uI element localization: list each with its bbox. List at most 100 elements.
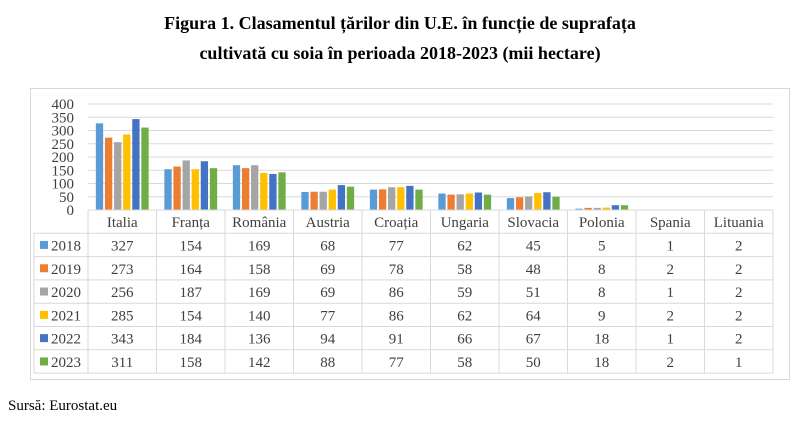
legend-label: 2018 [51,238,81,254]
data-label: 48 [526,262,541,278]
bar-2023-Ungaria [483,194,492,210]
data-label: 184 [180,332,203,348]
y-tick-label: 350 [52,110,75,126]
legend-key-2023 [40,357,48,366]
bar-2022-Polonia [611,205,620,210]
bar-2021-Austria [328,189,336,210]
data-label: 64 [526,308,542,324]
data-label: 327 [111,238,134,254]
legend-key-2018 [40,240,48,249]
y-tick-label: 100 [52,177,75,193]
legend-label: 2022 [51,332,81,348]
legend-key-2021 [40,310,48,319]
bar-2023-Italia [141,127,149,210]
category-label: Spania [650,215,691,231]
bar-2020-Croația [388,187,396,210]
category-label: Austria [306,215,351,231]
source-note: Sursă: Eurostat.eu [8,398,118,414]
category-label: Lituania [714,215,764,231]
y-tick-label: 300 [52,124,75,140]
data-label: 140 [248,308,271,324]
data-label: 2 [735,285,743,301]
data-label: 154 [180,308,203,324]
data-label: 69 [320,285,335,301]
bar-2019-Franța [173,166,181,210]
bar-2019-România [241,168,250,210]
y-tick-label: 0 [67,203,75,219]
data-label: 285 [111,308,134,324]
bar-2018-Franța [164,169,172,210]
bar-2021-Slovacia [534,193,542,210]
data-label: 78 [389,262,404,278]
bar-2018-România [232,165,241,210]
category-label: Franța [172,215,211,231]
data-label: 2 [735,238,743,254]
bar-2019-Polonia [584,207,592,210]
bar-2020-Slovacia [525,196,533,210]
bar-2020-Polonia [593,207,601,210]
data-label: 2 [735,332,743,348]
data-label: 1 [667,285,675,301]
data-label: 154 [180,238,203,254]
legend-key-2022 [40,334,48,343]
data-label: 8 [598,285,606,301]
bar-2022-Italia [132,119,140,210]
data-label: 158 [180,355,203,371]
bar-2018-Croația [369,189,378,210]
bar-2020-Austria [319,191,327,210]
data-label: 5 [598,238,606,254]
bar-2022-Austria [337,185,346,210]
data-label: 2 [667,262,675,278]
data-label: 59 [457,285,472,301]
data-label: 1 [667,332,675,348]
data-label: 1 [735,355,743,371]
category-label: Ungaria [441,215,490,231]
data-label: 1 [667,238,675,254]
bar-2021-Italia [123,134,131,210]
legend-key-2019 [40,264,48,273]
data-label: 45 [526,238,541,254]
bar-2019-Italia [104,137,113,210]
bar-2023-Slovacia [552,196,560,210]
data-label: 68 [320,238,335,254]
y-tick-label: 250 [52,137,75,153]
legend-label: 2020 [51,285,81,301]
legend-label: 2021 [51,308,81,324]
bar-2021-Ungaria [465,193,473,210]
bar-2023-Croația [415,189,423,210]
bar-2018-Slovacia [506,198,515,210]
bar-2019-Ungaria [447,194,455,210]
y-tick-label: 50 [59,190,74,206]
bar-2018-Polonia [575,208,583,210]
data-label: 2 [667,355,675,371]
data-label: 62 [457,308,472,324]
y-tick-label: 400 [52,97,75,113]
bar-2020-Ungaria [456,194,464,210]
data-label: 86 [389,285,405,301]
data-label: 9 [598,308,606,324]
bar-2018-Ungaria [438,193,446,210]
data-label: 50 [526,355,541,371]
bar-2021-Franța [191,169,199,210]
bar-2022-Croația [406,185,414,210]
bar-2022-Slovacia [543,192,551,210]
data-label: 343 [111,332,134,348]
data-label: 169 [248,238,271,254]
bar-2023-Austria [346,186,355,210]
data-label: 69 [320,262,335,278]
data-label: 256 [111,285,134,301]
bar-2021-Polonia [602,207,610,210]
bar-2021-Croația [397,187,405,210]
bar-2022-Ungaria [474,192,483,210]
bar-2019-Croația [378,189,387,210]
data-label: 136 [248,332,271,348]
category-label: România [232,215,286,231]
data-label: 169 [248,285,271,301]
data-label: 18 [594,355,609,371]
bar-2023-Polonia [620,205,629,210]
legend-label: 2023 [51,355,81,371]
data-label: 2 [735,308,743,324]
data-label: 187 [180,285,203,301]
data-label: 18 [594,332,609,348]
data-label: 142 [248,355,271,371]
